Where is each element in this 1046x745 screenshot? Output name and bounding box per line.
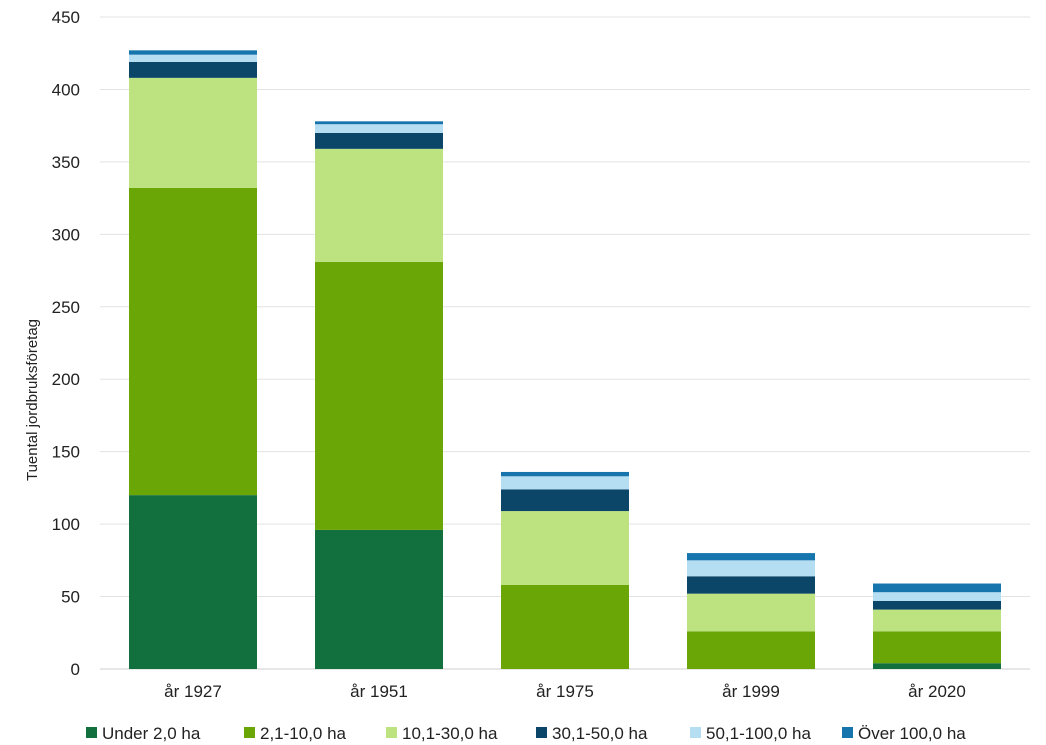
legend-label: Över 100,0 ha [858, 724, 966, 743]
bar-segment [501, 584, 629, 669]
bar-segment [315, 132, 443, 149]
legend-item: 50,1-100,0 ha [690, 724, 811, 743]
y-axis-ticks: 0 50 100 150 200 250 300 350 400 450 [52, 8, 80, 679]
legend-swatch [244, 727, 255, 738]
bar-segment [687, 576, 815, 594]
y-tick-label: 300 [52, 225, 80, 244]
legend-swatch [690, 727, 701, 738]
bar-segment [129, 50, 257, 55]
legend-item: 30,1-50,0 ha [536, 724, 648, 743]
legend-label: 50,1-100,0 ha [706, 724, 811, 743]
bar-segment [873, 600, 1001, 610]
bar-segment [873, 609, 1001, 632]
y-tick-label: 450 [52, 8, 80, 27]
legend-swatch [86, 727, 97, 738]
bar-segment [129, 77, 257, 188]
bar-segment [687, 560, 815, 577]
bar-segment [687, 593, 815, 632]
y-tick-label: 0 [71, 660, 80, 679]
x-axis-ticks: år 1927 år 1951 år 1975 år 1999 år 2020 [164, 682, 966, 701]
legend-label: 2,1-10,0 ha [260, 724, 347, 743]
legend-label: 10,1-30,0 ha [402, 724, 498, 743]
bar-segment [873, 663, 1001, 669]
bar-segment [873, 631, 1001, 664]
y-tick-label: 50 [61, 588, 80, 607]
legend-item: Under 2,0 ha [86, 724, 201, 743]
y-tick-label: 150 [52, 443, 80, 462]
bar-segment [873, 583, 1001, 593]
bar-segment [315, 121, 443, 125]
bar-segment [129, 495, 257, 669]
x-tick-label: år 1975 [536, 682, 594, 701]
bar-segment [687, 631, 815, 669]
y-tick-label: 350 [52, 153, 80, 172]
bar-segment [315, 529, 443, 669]
x-tick-label: år 1927 [164, 682, 222, 701]
legend-item: Över 100,0 ha [842, 724, 966, 743]
bar-segment [873, 592, 1001, 601]
legend-swatch [842, 727, 853, 738]
bar-segment [315, 261, 443, 530]
legend: Under 2,0 ha 2,1-10,0 ha 10,1-30,0 ha 30,1-… [86, 724, 966, 743]
bar-segment [129, 61, 257, 78]
bar-segment [501, 476, 629, 490]
x-tick-label: år 1951 [350, 682, 408, 701]
bars [129, 50, 1001, 669]
legend-label: Under 2,0 ha [102, 724, 201, 743]
legend-swatch [536, 727, 547, 738]
x-tick-label: år 1999 [722, 682, 780, 701]
legend-label: 30,1-50,0 ha [552, 724, 648, 743]
legend-item: 10,1-30,0 ha [386, 724, 498, 743]
bar-segment [129, 187, 257, 496]
y-tick-label: 400 [52, 80, 80, 99]
legend-swatch [386, 727, 397, 738]
legend-item: 2,1-10,0 ha [244, 724, 347, 743]
bar-segment [315, 148, 443, 262]
bar-segment [687, 553, 815, 561]
bar-segment [129, 54, 257, 62]
y-tick-label: 200 [52, 370, 80, 389]
bar-segment [315, 124, 443, 133]
y-tick-label: 250 [52, 298, 80, 317]
bar-segment [501, 489, 629, 512]
y-tick-label: 100 [52, 515, 80, 534]
bar-segment [501, 511, 629, 585]
x-tick-label: år 2020 [908, 682, 966, 701]
bar-segment [501, 471, 629, 477]
y-axis-title: Tuental jordbruksföretag [24, 319, 41, 481]
